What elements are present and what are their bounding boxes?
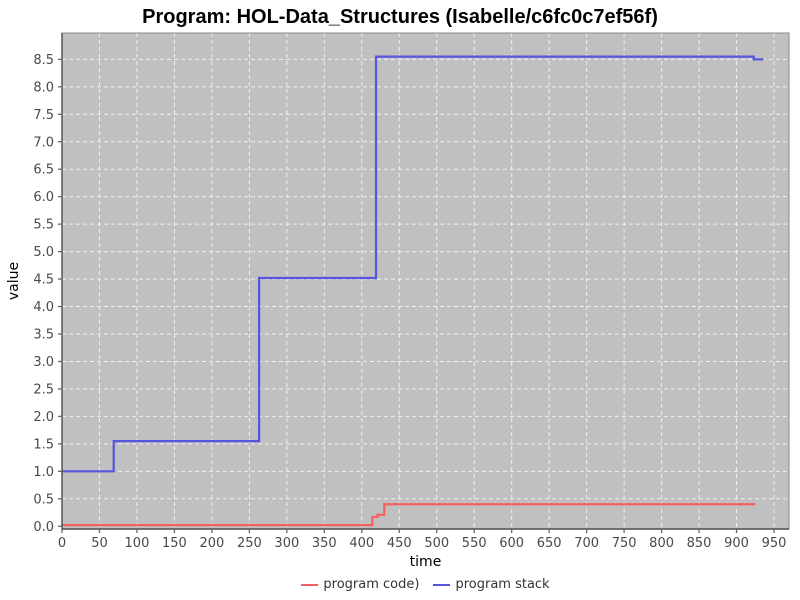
x-tick-label: 300 (274, 536, 299, 551)
y-tick-label: 7.5 (33, 108, 54, 123)
x-tick-label: 500 (424, 536, 449, 551)
y-tick-label: 4.0 (33, 300, 54, 315)
y-tick-label: 7.0 (33, 135, 54, 150)
x-tick-label: 750 (612, 536, 637, 551)
chart-title: Program: HOL-Data_Structures (Isabelle/c… (142, 6, 658, 28)
x-tick-label: 250 (237, 536, 262, 551)
y-tick-label: 8.0 (33, 80, 54, 95)
legend-line-red-icon (301, 583, 319, 586)
plot-area (62, 33, 789, 529)
series-line-program-code (62, 503, 756, 527)
y-tick-label: 4.5 (33, 273, 54, 288)
series-line-program-stack (62, 55, 764, 473)
legend-label-program-stack: program stack (455, 577, 550, 592)
y-axis-title: value (6, 262, 22, 300)
legend-item-program-code: program code) (301, 577, 419, 592)
y-tick-label: 5.0 (33, 245, 54, 260)
y-tick-label: 1.5 (33, 437, 54, 452)
y-tick-label: 5.5 (33, 218, 54, 233)
y-tick-label: 6.0 (33, 190, 54, 205)
x-tick-label: 0 (58, 536, 66, 551)
x-tick-label: 650 (537, 536, 562, 551)
x-tick-label: 100 (125, 536, 150, 551)
y-tick-label: 1.0 (33, 465, 54, 480)
x-tick-label: 900 (724, 536, 749, 551)
x-tick-label: 150 (162, 536, 187, 551)
legend-label-program-code: program code) (323, 577, 420, 592)
x-tick-label: 450 (387, 536, 412, 551)
y-tick-label: 2.5 (33, 382, 54, 397)
y-tick-label: 0.5 (33, 492, 54, 507)
x-tick-label: 850 (687, 536, 712, 551)
x-tick-label: 350 (312, 536, 337, 551)
x-axis-title: time (410, 554, 442, 570)
x-tick-label: 700 (574, 536, 599, 551)
y-tick-label: 3.0 (33, 355, 54, 370)
x-tick-label: 200 (199, 536, 224, 551)
chart-legend: program code) program stack (62, 577, 789, 592)
y-tick-label: 8.5 (33, 53, 54, 68)
y-tick-label: 0.0 (33, 520, 54, 535)
legend-item-program-stack: program stack (433, 577, 550, 592)
legend-line-blue-icon (433, 583, 451, 586)
x-tick-label: 950 (762, 536, 787, 551)
x-tick-label: 550 (462, 536, 487, 551)
x-tick-label: 50 (91, 536, 108, 551)
x-tick-label: 800 (649, 536, 674, 551)
x-tick-label: 600 (499, 536, 524, 551)
y-tick-label: 2.0 (33, 410, 54, 425)
chart-svg: 0 50 100 150 200 250 300 350 400 450 500 550 600 650 7… (6, 32, 790, 570)
x-tick-label: 400 (349, 536, 374, 551)
y-tick-label: 3.5 (33, 328, 54, 343)
y-tick-label: 6.5 (33, 163, 54, 178)
